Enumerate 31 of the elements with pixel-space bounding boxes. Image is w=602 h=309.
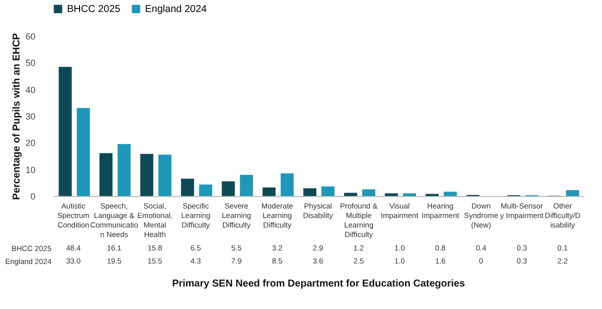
bar: [240, 174, 253, 196]
bar: [444, 192, 457, 196]
bar: [566, 190, 580, 196]
y-tick-label: 30: [25, 112, 36, 122]
y-tick-label: 60: [25, 32, 36, 42]
bar: [181, 178, 194, 196]
bar: [280, 173, 294, 196]
bar: [402, 193, 416, 196]
bar: [140, 154, 154, 196]
y-tick-label: 20: [25, 138, 36, 148]
bar: [344, 192, 358, 196]
bar: [362, 189, 376, 196]
bar: [199, 184, 212, 196]
bar: [118, 144, 131, 196]
bar: [99, 153, 113, 196]
bar: [303, 188, 316, 196]
bar: [76, 108, 90, 196]
bar: [58, 66, 72, 196]
y-tick-label: 40: [25, 84, 36, 95]
y-axis-title: Percentage of Pupils with an EHCP: [11, 32, 22, 200]
legend-label: England 2024: [145, 4, 208, 15]
bar: [158, 154, 172, 196]
bar: [262, 187, 276, 196]
bar: [222, 181, 235, 196]
y-tick-label: 10: [25, 164, 36, 175]
bar: [321, 186, 334, 196]
legend-label: BHCC 2025: [67, 4, 121, 15]
y-tick-label: 50: [25, 58, 36, 68]
y-tick-label: 0: [30, 192, 36, 202]
bar: [384, 193, 398, 196]
x-axis-title: Primary SEN Need from Department for Education Categories: [172, 278, 466, 290]
